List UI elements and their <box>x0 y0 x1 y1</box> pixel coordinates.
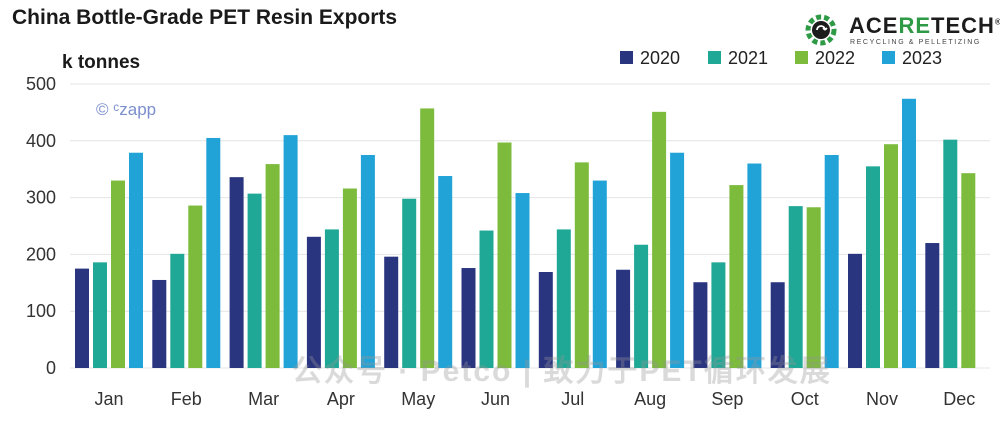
bar-2022-dec <box>961 173 976 368</box>
y-tick-label: 500 <box>26 74 56 94</box>
bar-2022-apr <box>342 188 357 368</box>
acceretech-logo: ACERETECH® RECYCLING & PELLETIZING <box>803 12 1000 52</box>
y-tick-label: 0 <box>46 358 56 378</box>
legend-swatch-2023 <box>882 51 895 64</box>
bar-2020-dec <box>925 243 940 368</box>
bar-2020-jun <box>461 268 476 368</box>
logo-wordmark-part1: ACE <box>849 13 899 38</box>
y-tick-label: 400 <box>26 131 56 151</box>
watermark-text: 公众号 · Petco | 致力于PET循环发展 <box>292 355 832 388</box>
bar-2021-aug <box>634 244 649 368</box>
x-tick-label: Jun <box>481 389 510 409</box>
bar-2020-may <box>384 256 399 368</box>
x-tick-label: Apr <box>327 389 355 409</box>
bar-2021-jan <box>93 262 107 368</box>
bar-2022-jun <box>497 142 512 368</box>
logo-registered-mark: ® <box>994 17 1000 27</box>
bar-2023-sep <box>747 163 762 368</box>
bar-2023-oct <box>824 155 839 368</box>
y-tick-label: 100 <box>26 301 56 321</box>
bar-2023-feb <box>206 137 221 368</box>
copyright-label: © ᶜzapp <box>96 100 157 119</box>
bar-2020-oct <box>770 282 785 368</box>
bar-2022-jul <box>574 162 589 368</box>
bar-2023-jul <box>592 180 607 368</box>
bar-2021-sep <box>711 262 726 368</box>
x-tick-label: Nov <box>866 389 898 409</box>
x-tick-label: Mar <box>248 389 279 409</box>
legend-swatch-2021 <box>708 51 721 64</box>
bar-2021-jul <box>556 229 571 368</box>
bar-2023-aug <box>670 152 685 368</box>
bar-2021-oct <box>788 206 803 368</box>
x-tick-label: Oct <box>791 389 819 409</box>
bar-2023-jun <box>515 193 530 368</box>
bar-2023-jan <box>129 152 143 368</box>
bar-2020-apr <box>306 236 321 368</box>
x-tick-label: Jul <box>561 389 584 409</box>
logo-wordmark-part3: TECH <box>931 13 995 38</box>
y-axis-label: k tonnes <box>62 52 141 73</box>
bar-2020-nov <box>848 253 862 368</box>
y-tick-label: 200 <box>26 244 56 264</box>
gear-logo-icon <box>805 14 837 46</box>
legend-label-2020: 2020 <box>640 48 680 68</box>
bar-2022-sep <box>729 185 744 368</box>
bar-2023-nov <box>902 98 916 368</box>
bar-2022-aug <box>652 111 667 368</box>
bar-2020-jul <box>538 272 553 368</box>
legend-swatch-2022 <box>795 51 808 64</box>
legend-label-2022: 2022 <box>815 48 855 68</box>
logo-wordmark-part2: RE <box>898 13 932 38</box>
logo-wordmark: ACERETECH® <box>849 13 1000 39</box>
bar-2021-nov <box>866 166 880 368</box>
bar-2022-mar <box>265 164 280 368</box>
logo-tagline: RECYCLING & PELLETIZING <box>850 39 981 46</box>
bar-2021-feb <box>170 253 185 368</box>
legend-swatch-2020 <box>620 51 633 64</box>
legend-label-2023: 2023 <box>902 48 942 68</box>
bar-2021-dec <box>943 139 958 368</box>
x-tick-label: Jan <box>94 389 123 409</box>
bar-2022-may <box>420 108 435 368</box>
bar-2023-apr <box>360 155 375 368</box>
bar-2021-apr <box>324 229 339 368</box>
bar-2020-jan <box>75 268 89 368</box>
bar-2020-mar <box>229 177 244 368</box>
bar-2021-may <box>402 198 417 368</box>
bar-2023-mar <box>283 135 298 368</box>
bar-2022-jan <box>111 180 125 368</box>
x-tick-label: Aug <box>634 389 666 409</box>
bar-2020-aug <box>616 269 631 368</box>
legend-label-2021: 2021 <box>728 48 768 68</box>
x-tick-label: May <box>401 389 435 409</box>
bar-2021-mar <box>247 193 262 368</box>
x-tick-label: Feb <box>171 389 202 409</box>
bar-2022-oct <box>806 207 821 368</box>
y-tick-label: 300 <box>26 188 56 208</box>
bar-2020-feb <box>152 279 167 368</box>
x-tick-label: Sep <box>711 389 743 409</box>
x-tick-label: Dec <box>943 389 975 409</box>
bar-2023-may <box>438 176 453 368</box>
chart-title: China Bottle-Grade PET Resin Exports <box>12 6 398 29</box>
bar-2022-feb <box>188 205 203 368</box>
bar-2021-jun <box>479 230 494 368</box>
bar-2022-nov <box>884 144 898 368</box>
bar-2020-sep <box>693 282 708 368</box>
